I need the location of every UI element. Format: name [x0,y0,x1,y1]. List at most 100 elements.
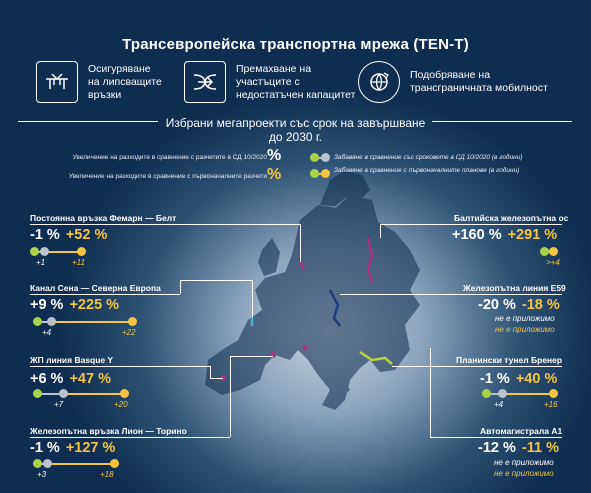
project-underline [30,437,230,438]
timeline-line [313,157,327,159]
delay-sd-label: +3 [37,470,47,479]
legend-pct-white: % [267,147,282,164]
project-underline [392,366,562,367]
project-costs: +160 % +291 % [452,227,557,243]
section-subtitle: Избрани мегапроекти със срок на завършва… [0,116,591,144]
timeline-initial-line [33,251,83,253]
project-costs: +6 % +47 % [30,371,111,387]
cost-initial: +291 % [507,227,558,243]
cost-sd: -12 % [478,440,516,456]
project-underline [30,366,210,367]
delay-timeline [30,246,86,258]
feature-line: на липсващите [88,75,162,88]
delay-initial-label: +11 [72,258,85,267]
cost-sd: -1 % [480,371,510,387]
project-underline [430,437,562,438]
feature-line: връзки [88,88,122,101]
timeline-sd-dot [59,389,68,398]
timeline-initial-line [485,393,555,395]
brenner-tunnel-route [359,350,393,365]
project-title-baltic: Балтийска железопътна ос [454,213,569,223]
delay-timeline [33,316,137,328]
project-costs: -12 % -11 % [478,440,559,456]
timeline-initial-line [36,393,126,395]
legend-delay-sd: Забавяне в сравнение със сроковете в СД … [334,154,523,161]
cost-initial: -18 % [521,297,560,313]
bottleneck-arrow-icon [184,61,226,103]
leader-line [180,280,181,294]
not-applicable-sd: не е приложимо [494,458,554,467]
feature-line: участъците с [236,75,300,88]
timeline-initial-dot [549,389,558,398]
e59-rail-route [328,289,341,327]
timeline-initial-dot [549,247,558,256]
subtitle-line: Избрани мегапроекти със срок на завършва… [165,116,426,130]
leader-line [380,224,381,238]
divider [432,121,572,122]
legend-delay-initial-marker [310,168,330,180]
feature-line: Премахване на [236,62,312,75]
legend-cost-initial: Увеличение на разходите в сравнение с пъ… [68,173,267,180]
timeline-sd-line [36,463,48,465]
delay-sd-label: +7 [54,400,64,409]
italy-shape [310,340,350,398]
legend-delay-initial: Забавяне в сравнение с първоначалните пл… [334,167,520,174]
cost-sd: -20 % [478,297,516,313]
cost-initial: +127 % [65,440,116,456]
cost-sd: +6 % [30,371,64,387]
page-title: Трансевропейска транспортна мрежа (TEN-T… [122,36,469,53]
bridge-gap-icon [36,61,78,103]
border-crossing-icon [358,61,400,103]
project-title-basque: ЖП линия Basque Y [30,355,114,365]
project-title-e59: Железопътна линия Е59 [463,283,566,293]
feature-missing-links: Осигуряване на липсващите връзки [36,58,162,106]
scandinavia-shape [320,170,370,206]
timeline-start-dot [33,389,42,398]
delay-initial-label: +18 [100,470,114,479]
a1-motorway-marker [302,345,308,351]
timeline-sd-line [36,321,52,323]
delay-timeline [33,388,129,400]
feature-line: Подобряване на [410,69,491,81]
timeline-start-dot [540,247,549,256]
leader-line [230,356,231,437]
feature-cross-border: Подобряване на трансграничната мобилност [358,58,548,106]
timeline-start-dot [33,317,42,326]
europe-land-shape [205,195,420,410]
cost-sd: +160 % [452,227,502,243]
timeline-start-dot [33,459,42,468]
delay-sd-label: +1 [36,258,46,267]
subtitle-line: до 2030 г. [268,130,323,144]
project-costs: +9 % +225 % [30,297,119,313]
feature-line: недостатъчен капацитет [236,88,356,101]
legend-delay-sd-marker [310,152,330,164]
project-title-seine: Канал Сена — Северна Европа [30,283,161,293]
timeline-sd-dot [43,459,52,468]
timeline-initial-dot [120,389,129,398]
baltic-rail-route [366,237,374,283]
lyon-turin-marker [270,352,276,358]
cost-sd: -1 % [30,440,60,456]
timeline-sd-line [485,393,503,395]
project-title-lyon-turin: Железопътна връзка Лион — Торино [30,426,187,436]
project-underline [340,294,562,295]
timeline-start-dot [482,389,491,398]
delay-initial-label: +22 [122,328,136,337]
leader-line [210,378,223,379]
timeline-sd-dot [40,247,49,256]
timeline-line [313,173,327,175]
feature-bottlenecks: Премахване на участъците с недостатъчен … [184,58,355,106]
feature-line: трансграничната мобилност [410,82,548,94]
leader-line [180,280,252,281]
project-costs: -1 % +40 % [480,371,557,387]
timeline-initial-dot [77,247,86,256]
leader-line [190,224,300,225]
cost-initial: +225 % [69,297,120,313]
cost-initial: +40 % [515,371,558,387]
leader-line [210,366,211,378]
timeline-sd-line [36,393,64,395]
timeline-sd-dot [498,389,507,398]
project-costs: -1 % +127 % [30,440,115,456]
timeline-start-dot [310,169,319,178]
leader-line [230,356,273,357]
